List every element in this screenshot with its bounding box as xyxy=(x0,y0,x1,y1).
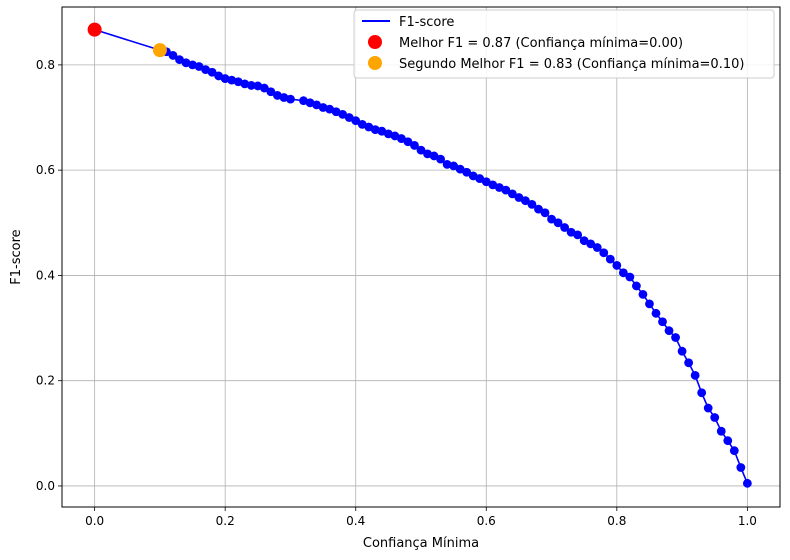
f1-point xyxy=(514,193,524,202)
y-tick-label: 0.8 xyxy=(36,58,55,72)
f1-point xyxy=(645,299,654,309)
legend-label-second: Segundo Melhor F1 = 0.83 (Confiança míni… xyxy=(399,57,744,72)
x-tick-label: 0.8 xyxy=(607,514,626,528)
f1-point xyxy=(671,333,680,342)
f1-point xyxy=(729,446,739,456)
y-tick-label: 0.6 xyxy=(36,163,55,177)
f1-point xyxy=(723,436,733,446)
f1-point xyxy=(416,145,426,155)
f1-point xyxy=(697,388,707,398)
f1-point xyxy=(462,167,472,177)
f1-point xyxy=(286,94,295,104)
plot-frame xyxy=(61,6,781,508)
f1-point xyxy=(592,243,602,252)
f1-point xyxy=(501,185,511,195)
x-tick-label: 0.6 xyxy=(477,514,496,528)
x-tick-label: 0.4 xyxy=(346,514,365,528)
f1-point xyxy=(547,214,556,224)
x-tick-label: 0.0 xyxy=(85,514,104,528)
f1-point xyxy=(664,326,674,336)
f1-point xyxy=(507,189,517,199)
f1-point xyxy=(710,413,720,422)
f1-line xyxy=(94,28,749,484)
f1-point xyxy=(742,478,752,488)
f1-point xyxy=(677,346,687,356)
y-tick-label: 0.0 xyxy=(36,479,55,493)
f1-point xyxy=(638,289,648,299)
axis-ticks: 0.0 0.2 0.4 0.6 0.8 1.0 0.0 0.2 0.4 0.6 0.8 xyxy=(36,58,757,528)
f1-point xyxy=(605,254,615,264)
f1-point xyxy=(175,55,184,65)
f1-point xyxy=(632,281,641,291)
legend-label-f1-score: F1-score xyxy=(399,15,454,30)
f1-point xyxy=(429,151,439,161)
legend-box xyxy=(353,9,775,79)
f1-point xyxy=(599,248,609,258)
f1-point xyxy=(586,239,596,249)
f1-point xyxy=(410,141,419,150)
second-best-f1-point xyxy=(152,43,167,58)
f1-point xyxy=(455,164,465,174)
y-axis-label: F1-score xyxy=(9,229,24,284)
f1-point xyxy=(521,196,530,206)
f1-point xyxy=(527,199,537,209)
f1-point xyxy=(684,358,694,368)
f1-point xyxy=(579,236,589,246)
f1-point xyxy=(351,116,361,126)
f1-point xyxy=(560,223,569,232)
x-axis-label: Confiança Mínima xyxy=(363,536,479,551)
f1-point xyxy=(651,308,661,318)
y-tick-label: 0.2 xyxy=(36,374,55,388)
legend-label-best: Melhor F1 = 0.87 (Confiança mínima=0.00) xyxy=(399,36,683,51)
f1-point xyxy=(612,261,622,270)
grid-lines xyxy=(62,7,780,507)
y-tick-label: 0.4 xyxy=(36,268,55,282)
f1-point xyxy=(397,134,406,143)
f1-point xyxy=(194,62,204,71)
f1-point xyxy=(246,81,256,90)
f1-point xyxy=(481,177,491,187)
f1-point xyxy=(534,204,543,214)
f1-point xyxy=(658,317,667,327)
f1-point xyxy=(449,161,459,171)
f1-point xyxy=(403,137,413,147)
f1-line-series xyxy=(94,28,749,484)
f1-point xyxy=(690,371,700,380)
f1-point xyxy=(207,67,217,77)
f1-point xyxy=(573,230,583,240)
legend-best-swatch xyxy=(368,35,382,49)
f1-point xyxy=(703,403,713,413)
f1-point xyxy=(266,87,276,97)
legend-second-swatch xyxy=(368,56,382,70)
legend: F1-score Melhor F1 = 0.87 (Confiança mín… xyxy=(353,9,775,79)
x-tick-label: 1.0 xyxy=(738,514,757,528)
f1-point xyxy=(338,109,348,119)
f1-point xyxy=(436,154,445,164)
f1-point xyxy=(618,268,628,278)
f1-point xyxy=(259,83,269,93)
f1-point xyxy=(716,426,726,436)
f1-point-markers xyxy=(90,25,752,488)
f1-point xyxy=(540,208,550,218)
x-tick-label: 0.2 xyxy=(216,514,235,528)
f1-point xyxy=(344,113,354,122)
f1-point xyxy=(553,218,563,228)
f1-point xyxy=(475,174,485,183)
f1-point xyxy=(736,463,746,472)
highlight-markers xyxy=(87,22,167,58)
f1-point xyxy=(625,272,635,282)
best-f1-point xyxy=(87,22,102,37)
f1-point xyxy=(168,51,178,60)
